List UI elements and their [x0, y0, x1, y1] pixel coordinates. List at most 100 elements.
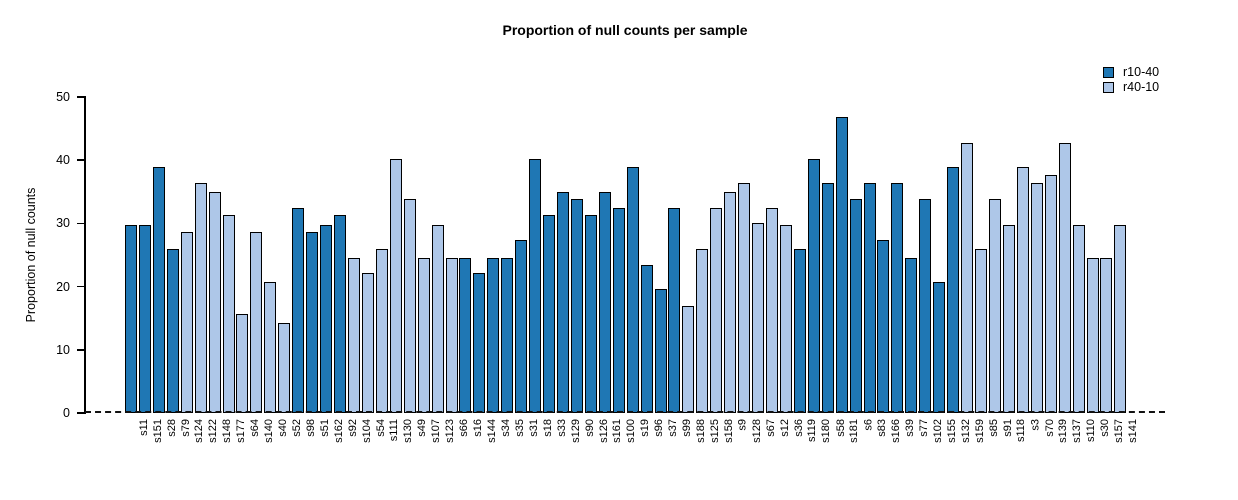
x-tick-label-s3: s3	[1029, 419, 1042, 431]
x-tick-label-s140: s140	[262, 419, 275, 443]
bar-s132	[947, 166, 960, 413]
bar-s79	[166, 248, 179, 413]
x-tick-label-s111: s111	[388, 419, 401, 442]
bar-s3	[1016, 166, 1029, 413]
bar-s90	[570, 199, 583, 413]
x-tick-label-s66: s66	[458, 419, 471, 437]
y-tick-mark	[77, 349, 84, 351]
x-tick-label-s99: s99	[680, 419, 693, 437]
x-tick-label-s157: s157	[1112, 419, 1125, 443]
bar-s96	[640, 265, 653, 413]
x-tick-label-s159: s159	[973, 419, 986, 443]
bar-s49	[403, 199, 416, 413]
chart-title: Proportion of null counts per sample	[502, 22, 748, 38]
bar-s155	[933, 281, 946, 413]
bar-s144	[473, 273, 486, 413]
x-tick-label-s124: s124	[193, 419, 206, 443]
x-tick-label-s92: s92	[346, 419, 359, 437]
bar-s148	[208, 191, 221, 413]
x-tick-label-s39: s39	[903, 419, 916, 437]
x-tick-label-s137: s137	[1071, 419, 1084, 443]
x-tick-label-s31: s31	[527, 419, 540, 437]
bar-s31	[515, 239, 528, 413]
x-tick-label-s35: s35	[513, 419, 526, 437]
x-tick-label-s96: s96	[653, 419, 666, 437]
bar-s125	[696, 248, 709, 413]
x-tick-label-s141: s141	[1126, 419, 1139, 443]
x-tick-label-s100: s100	[625, 419, 638, 443]
bar-s110	[1072, 224, 1085, 413]
x-tick-label-s151: s151	[151, 419, 164, 443]
x-tick-label-s155: s155	[945, 419, 958, 443]
x-tick-label-s37: s37	[667, 419, 680, 437]
x-tick-label-s11: s11	[137, 419, 150, 436]
x-tick-label-s98: s98	[304, 419, 317, 437]
legend-label: r40-10	[1123, 80, 1160, 94]
x-tick-label-s83: s83	[876, 419, 889, 437]
bar-s118	[1002, 224, 1015, 413]
x-tick-label-s70: s70	[1043, 419, 1056, 437]
x-tick-label-s119: s119	[806, 419, 819, 443]
bar-s16	[459, 257, 472, 413]
x-tick-label-s122: s122	[207, 419, 220, 443]
bar-s107	[417, 257, 430, 413]
x-tick-label-s34: s34	[499, 419, 512, 437]
bar-s151	[138, 224, 151, 413]
x-tick-label-s36: s36	[792, 419, 805, 437]
x-tick-label-s6: s6	[862, 419, 875, 431]
x-tick-label-s58: s58	[834, 419, 847, 437]
x-tick-label-s79: s79	[179, 419, 192, 437]
legend-item-r10-40: r10-40	[1103, 65, 1159, 80]
bar-s67	[752, 223, 765, 413]
bar-s128	[738, 182, 751, 413]
legend-swatch-light	[1103, 82, 1114, 93]
y-tick-label: 10	[56, 342, 70, 357]
bar-s157	[1100, 257, 1113, 413]
bar-s122	[194, 182, 207, 413]
bar-s9	[724, 191, 737, 413]
x-tick-label-s49: s49	[416, 419, 429, 437]
bar-s40	[264, 281, 277, 413]
bar-s64	[236, 313, 249, 413]
bar-s85	[975, 248, 988, 413]
bar-s66	[445, 257, 458, 413]
x-tick-label-s19: s19	[639, 419, 652, 437]
x-tick-label-s9: s9	[736, 419, 749, 431]
bar-s37	[654, 289, 667, 413]
bar-s99	[668, 207, 681, 413]
legend-swatch-dark	[1103, 67, 1114, 78]
y-tick-label: 20	[56, 279, 70, 294]
bar-s51	[306, 232, 319, 413]
bar-s36	[779, 224, 792, 413]
bar-s91	[988, 199, 1001, 413]
x-tick-label-s118: s118	[1015, 419, 1028, 443]
bar-s181	[835, 117, 848, 413]
y-axis-line	[84, 96, 86, 414]
y-tick-label: 50	[56, 90, 70, 104]
bar-s141	[1114, 224, 1127, 413]
bar-s159	[961, 142, 974, 413]
bar-s158	[710, 207, 723, 413]
zero-reference-line	[85, 410, 1165, 413]
x-tick-label-s54: s54	[374, 419, 387, 437]
bar-s161	[598, 191, 611, 413]
x-tick-label-s161: s161	[611, 419, 624, 443]
x-tick-label-s28: s28	[165, 419, 178, 437]
y-axis-title: Proportion of null counts	[24, 187, 38, 323]
bar-s123	[431, 224, 444, 413]
bar-s139	[1044, 174, 1057, 413]
x-tick-label-s166: s166	[890, 419, 902, 443]
x-tick-label-s177: s177	[235, 419, 248, 443]
x-tick-label-s181: s181	[848, 419, 861, 443]
x-tick-label-s64: s64	[248, 419, 261, 437]
bar-s33	[543, 214, 556, 413]
bar-s30	[1086, 257, 1099, 413]
x-tick-label-s40: s40	[276, 419, 289, 437]
x-tick-label-s12: s12	[778, 419, 791, 437]
bar-s137	[1058, 142, 1071, 413]
x-tick-label-s126: s126	[597, 419, 610, 443]
bar-s166	[877, 240, 890, 413]
bar-s162	[320, 224, 333, 413]
x-tick-label-s102: s102	[931, 419, 944, 443]
